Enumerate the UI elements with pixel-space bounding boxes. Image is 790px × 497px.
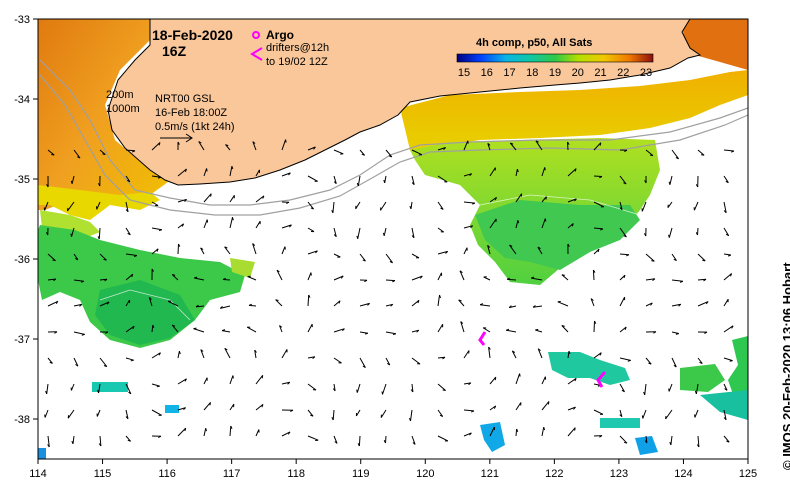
drifters-label: drifters@12h <box>266 42 329 54</box>
current-arrow-head <box>545 219 546 222</box>
lat-tick-label: -34 <box>14 94 30 106</box>
current-arrow-head <box>651 261 654 262</box>
credit-text: © IMOS 20-Feb-2020 13:06 Hobart <box>780 262 790 470</box>
colorbar-tick-label: 15 <box>458 67 470 79</box>
current-arrow-head <box>600 143 601 146</box>
lat-tick-label: -35 <box>14 174 30 186</box>
sst-patch-south-teal <box>600 418 640 428</box>
current-arrow-head <box>575 428 576 431</box>
current-arrow-head <box>51 155 54 156</box>
lon-tick-label: 121 <box>481 468 499 480</box>
colorbar-title: 4h comp, p50, All Sats <box>476 37 592 49</box>
lat-tick-label: -33 <box>14 14 30 26</box>
colorbar-tick-label: 18 <box>526 67 538 79</box>
drifters-to-label: to 19/02 12Z <box>266 56 328 68</box>
lon-tick-label: 116 <box>158 468 176 480</box>
colorbar-tick-label: 22 <box>617 67 629 79</box>
lon-tick-label: 120 <box>416 468 434 480</box>
current-arrow <box>386 280 395 281</box>
current-arrow-head <box>262 375 263 378</box>
argo-label: Argo <box>266 28 294 42</box>
current-arrow-head <box>546 197 547 200</box>
current-arrow-head <box>382 392 383 395</box>
current-arrow-head <box>53 260 56 261</box>
current-arrow-head <box>233 376 234 379</box>
vector-scale-label: 0.5m/s (1kt 24h) <box>155 121 234 133</box>
current-arrow <box>178 244 179 254</box>
lon-tick-label: 118 <box>287 468 305 480</box>
sst-patch-corner-blue <box>38 448 46 459</box>
current-arrow-head <box>443 390 446 391</box>
current-arrow-head <box>102 154 105 155</box>
current-arrow-head <box>210 402 211 405</box>
current-arrow <box>386 436 387 443</box>
current-arrow-head <box>286 140 287 143</box>
lon-tick-label: 117 <box>223 468 241 480</box>
sst-patch-cyan-2 <box>165 405 179 413</box>
map-date: 18-Feb-2020 <box>152 27 233 43</box>
current-arrow <box>594 176 602 177</box>
current-arrow-head <box>194 328 197 329</box>
lon-tick-label: 125 <box>739 468 757 480</box>
lat-tick-label: -36 <box>14 254 30 266</box>
map-hour: 16Z <box>162 43 187 59</box>
current-arrow-head <box>207 168 208 171</box>
colorbar-tick-label: 19 <box>549 67 561 79</box>
model-label: NRT00 GSL <box>155 93 215 105</box>
current-arrow-head <box>545 167 546 170</box>
current-arrow <box>594 321 595 332</box>
colorbar-tick-label: 20 <box>572 67 584 79</box>
colorbar-tick-label: 23 <box>640 67 652 79</box>
current-arrow <box>620 254 629 255</box>
lon-tick-label: 115 <box>94 468 112 480</box>
lon-tick-label: 123 <box>610 468 628 480</box>
lon-tick-label: 122 <box>545 468 563 480</box>
lat-tick-label: -38 <box>14 414 30 426</box>
lon-tick-label: 124 <box>674 468 692 480</box>
lon-tick-label: 119 <box>352 468 370 480</box>
current-arrow-head <box>701 155 704 156</box>
current-arrow-head <box>730 361 733 362</box>
current-arrow-head <box>520 374 521 377</box>
current-arrow-head <box>157 386 160 387</box>
longitude-axis: 114 115 116 117 118 119 120 121 122 123 124 125 <box>29 459 757 480</box>
current-arrow-head <box>650 155 653 156</box>
credit-block: © IMOS 20-Feb-2020 13:06 Hobart <box>764 220 784 470</box>
isobath-1000-label: 1000m <box>106 103 140 115</box>
current-arrow-head <box>211 194 212 197</box>
colorbar-tick-label: 17 <box>503 67 515 79</box>
current-arrow-head <box>357 390 358 393</box>
current-arrow-head <box>535 329 538 330</box>
current-arrow <box>359 436 360 446</box>
lon-tick-label: 114 <box>29 468 47 480</box>
colorbar-tick-label: 21 <box>594 67 606 79</box>
lat-tick-label: -37 <box>14 334 30 346</box>
model-time-label: 16-Feb 18:00Z <box>155 107 227 119</box>
current-arrow-head <box>562 275 565 276</box>
current-arrow-head <box>495 377 496 380</box>
current-arrow-head <box>669 235 670 238</box>
current-arrow <box>507 279 516 280</box>
current-arrow-head <box>131 360 134 361</box>
isobath-200-label: 200m <box>106 89 134 101</box>
current-arrow <box>308 295 309 306</box>
current-arrow <box>99 228 100 239</box>
colorbar <box>457 54 653 62</box>
current-arrow-head <box>71 234 72 237</box>
colorbar-tick-label: 16 <box>481 67 493 79</box>
current-arrow-head <box>548 401 549 404</box>
colorbar-ticks: 15 16 17 18 19 20 21 22 23 <box>458 67 652 79</box>
latitude-axis: -33 -34 -35 -36 -37 -38 <box>14 14 38 426</box>
